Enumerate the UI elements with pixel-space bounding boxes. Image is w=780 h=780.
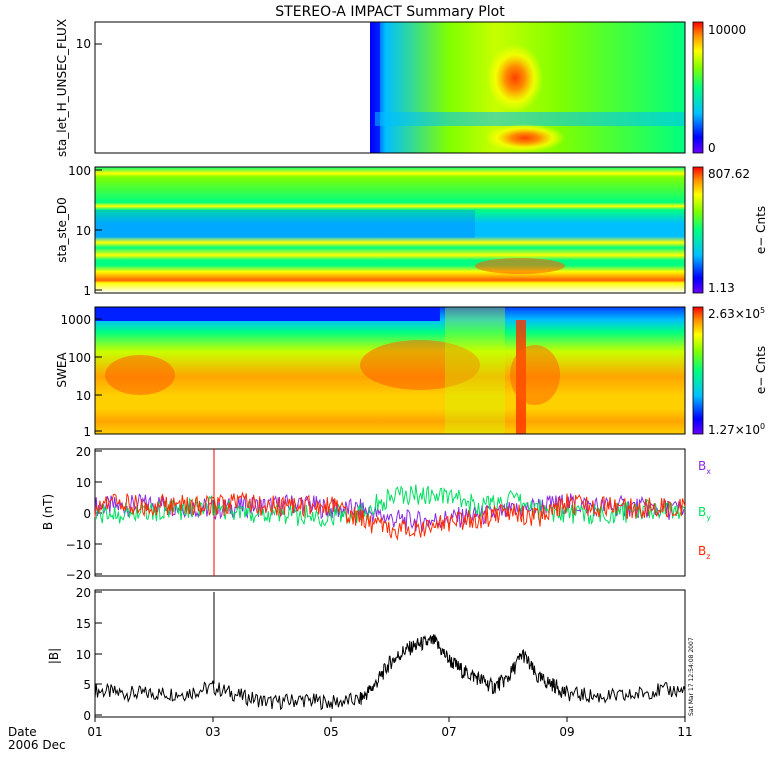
- panel1-frame: [94, 21, 686, 154]
- legend-bx-name: B: [698, 459, 706, 473]
- legend-by: By: [698, 505, 711, 522]
- panel-b-total: 20 15 10 5 0 |B| Sat Mar 17 12:54:08 200…: [47, 586, 695, 723]
- panel2-enhancement: [475, 258, 565, 274]
- panel3-frame: [94, 306, 686, 435]
- panel4-ytick-label: −20: [66, 568, 91, 582]
- series-line-b: [94, 634, 686, 711]
- x-tick-label: 11: [677, 725, 692, 739]
- cbar-max-mantissa: 2.63×10: [708, 307, 760, 321]
- panel5-ytick-label: 5: [83, 678, 91, 692]
- panel3-warm-region-1: [105, 355, 175, 395]
- panel4-ytick-label: 20: [76, 445, 91, 459]
- panel3-ytick-label: 10: [76, 389, 91, 403]
- panel1-low-band: [375, 112, 685, 126]
- panel2-colorbar-label: e− Cnts: [754, 206, 768, 254]
- panel5-ytick-label: 15: [76, 617, 91, 631]
- panel1-lower-hotspot: [485, 124, 565, 152]
- x-ticks: [94, 717, 686, 722]
- x-axis: 01 03 05 07 09 11 Date 2006 Dec: [8, 717, 693, 752]
- date-label: Date: [8, 725, 37, 739]
- panel3-ytick-label: 1000: [60, 313, 91, 327]
- panel3-colorbar: [692, 306, 704, 435]
- panel-ste-d0: 100 10 1 sta_ste_D0 807.62 1.13 e− Cnts: [55, 164, 768, 298]
- panel3-top-blue-band: [95, 307, 440, 321]
- panel2-colorbar: [692, 166, 704, 294]
- panel1-colorbar-max: 10000: [708, 23, 746, 37]
- panel2-noise-band: [95, 210, 475, 238]
- panel5-ytick-label: 0: [83, 709, 91, 723]
- panel3-warm-region-2: [360, 340, 480, 390]
- panel1-upper-hotspot: [487, 44, 543, 112]
- legend-bz-sub: z: [706, 552, 710, 561]
- panel2-spectrogram: [95, 167, 685, 293]
- panel2-colorbar-max: 807.62: [708, 167, 750, 181]
- legend-bx-sub: x: [706, 467, 711, 476]
- panel4-ylabel: B (nT): [41, 494, 55, 530]
- panel4-ytick-label: 10: [76, 476, 91, 490]
- panel4-ytick-label: −10: [66, 538, 91, 552]
- date-sub-label: 2006 Dec: [8, 738, 66, 752]
- legend-by-sub: y: [706, 513, 711, 522]
- panel1-colorbar: [692, 21, 704, 154]
- x-tick-label: 05: [323, 725, 338, 739]
- panel3-event-halo: [510, 345, 560, 405]
- panel1-ylabel: sta_let_H_UNSEC_FLUX: [55, 19, 69, 157]
- panel2-ytick-label: 100: [68, 164, 91, 178]
- plot-title: STEREO-A IMPACT Summary Plot: [275, 4, 505, 20]
- legend-bz: Bz: [698, 544, 710, 561]
- panel3-colorbar-max: 2.63×105: [708, 306, 765, 321]
- panel4-ytick-label: 0: [83, 507, 91, 521]
- panel2-colorbar-min: 1.13: [708, 281, 735, 295]
- panel3-colorbar-label: e− Cnts: [754, 346, 768, 394]
- x-tick-label: 01: [87, 725, 102, 739]
- x-tick-label: 09: [559, 725, 574, 739]
- series-line-bz: [94, 491, 686, 541]
- panel4-yticks: [95, 450, 102, 575]
- panel4-series-layer: [94, 484, 686, 541]
- panel5-ytick-label: 20: [76, 586, 91, 600]
- panel2-ytick-label: 1: [83, 284, 91, 298]
- cbar-min-mantissa: 1.27×10: [708, 423, 760, 437]
- run-timestamp: Sat Mar 17 12:54:08 2007: [688, 637, 695, 716]
- legend-by-name: B: [698, 505, 706, 519]
- x-tick-label: 03: [205, 725, 220, 739]
- panel1-colorbar-min: 0: [708, 141, 716, 155]
- panel1-ytick-label: 10: [76, 37, 91, 51]
- panel3-ytick-label: 100: [68, 351, 91, 365]
- panel3-gap-region: [445, 307, 505, 434]
- panel5-ytick-label: 10: [76, 648, 91, 662]
- panel3-ylabel: SWEA: [55, 352, 69, 388]
- series-line-bx: [94, 493, 686, 532]
- panel1-blue-edge: [370, 22, 380, 153]
- panel-b-components: 20 10 0 −10 −20 B (nT) Bx By Bz: [41, 445, 711, 582]
- panel5-frame: [94, 589, 686, 718]
- panel2-ytick-label: 10: [76, 224, 91, 238]
- x-tick-label: 07: [441, 725, 456, 739]
- panel2-ylabel: sta_ste_D0: [55, 197, 69, 263]
- series-line-by: [94, 484, 686, 528]
- panel3-ytick-label: 1: [83, 425, 91, 439]
- legend-bz-name: B: [698, 544, 706, 558]
- panel-let-flux: 10 sta_let_H_UNSEC_FLUX 10000 0: [55, 19, 746, 157]
- panel-swea: 1000 100 10 1 SWEA 2.63×105 1.27×100 e− …: [55, 306, 768, 439]
- panel3-colorbar-min: 1.27×100: [708, 422, 765, 437]
- cbar-min-exponent: 0: [760, 422, 765, 431]
- legend-bx: Bx: [698, 459, 711, 476]
- panel5-series-layer: [94, 634, 686, 711]
- cbar-max-exponent: 5: [760, 306, 765, 315]
- panel5-ylabel: |B|: [47, 648, 61, 664]
